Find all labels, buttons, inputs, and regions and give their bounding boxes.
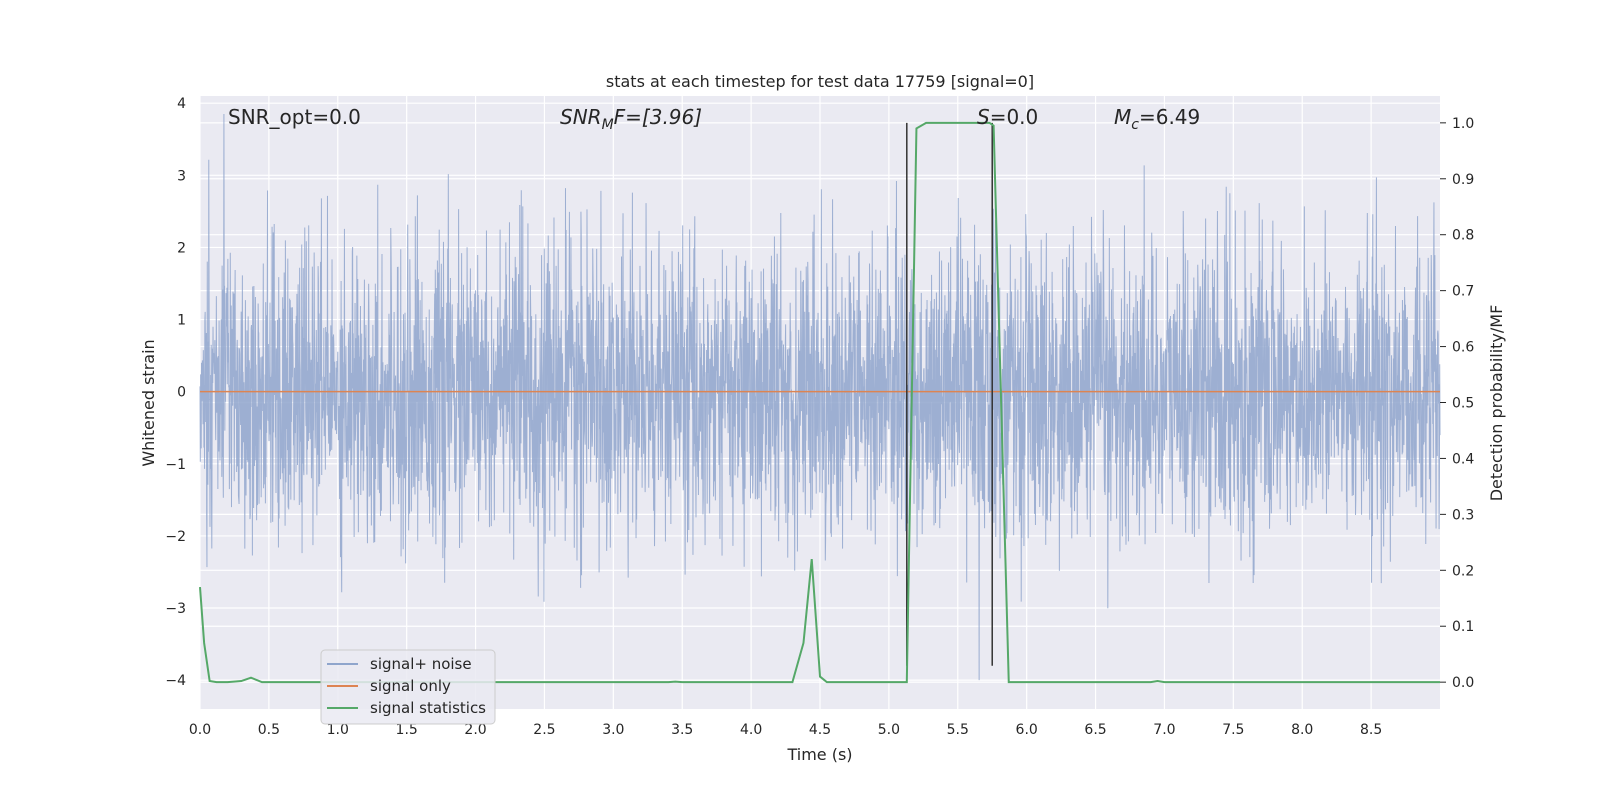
y-tick-0: 4 (177, 96, 186, 112)
chart-title: stats at each timestep for test data 177… (606, 72, 1034, 91)
legend-label-signal-only: signal only (370, 677, 451, 695)
x-tick-7: 3.5 (671, 722, 693, 738)
x-tick-1: 0.5 (258, 722, 280, 738)
y2-tick-2: 0.8 (1452, 228, 1474, 244)
y2-axis-label: Detection probability/MF (1487, 305, 1506, 502)
y-tick-6: −2 (165, 529, 186, 545)
x-tick-16: 8.0 (1291, 722, 1313, 738)
y-axis-label: Whitened strain (139, 339, 158, 466)
annotation-snr-opt: SNR_opt=0.0 (228, 105, 361, 129)
y2-tick-8: 0.2 (1452, 563, 1474, 579)
y-tick-7: −3 (165, 601, 186, 617)
x-tick-8: 4.0 (740, 722, 762, 738)
legend: signal+ noise signal only signal statist… (320, 649, 496, 725)
snr-mf-rest: F=[3.96] (614, 105, 702, 129)
x-tick-12: 6.0 (1016, 722, 1038, 738)
snr-mf-var: SNR (560, 105, 602, 129)
mc-rest: =6.49 (1139, 105, 1200, 129)
x-tick-3: 1.5 (396, 722, 418, 738)
y-tick-4: 0 (177, 385, 186, 401)
mc-sub: c (1131, 117, 1139, 133)
x-tick-2: 1.0 (327, 722, 349, 738)
signal-noise-line (199, 114, 1441, 681)
x-tick-0: 0.0 (189, 722, 211, 738)
y2-tick-4: 0.6 (1452, 340, 1474, 356)
s-rest: =0.0 (990, 105, 1039, 129)
y-tick-5: −1 (165, 457, 186, 473)
s-var: S (977, 105, 990, 129)
x-tick-17: 8.5 (1360, 722, 1382, 738)
x-axis-label: Time (s) (786, 745, 852, 764)
legend-label-signal-statistics: signal statistics (370, 699, 486, 717)
x-tick-11: 5.5 (947, 722, 969, 738)
mc-var: M (1114, 105, 1131, 129)
y2-tick-7: 0.3 (1452, 507, 1474, 523)
x-tick-6: 3.0 (602, 722, 624, 738)
x-tick-5: 2.5 (533, 722, 555, 738)
y2-tick-labels: 1.0 0.9 0.8 0.7 0.6 0.5 0.4 0.3 0.2 0.1 0.0 (1440, 116, 1474, 691)
x-tick-10: 5.0 (878, 722, 900, 738)
x-tick-9: 4.5 (809, 722, 831, 738)
vertical-markers (906, 122, 993, 666)
y-tick-3: 1 (177, 313, 186, 329)
legend-label-signal-noise: signal+ noise (370, 655, 472, 673)
x-tick-4: 2.0 (464, 722, 486, 738)
signal-noise-series (199, 114, 1441, 681)
y2-tick-0: 1.0 (1452, 116, 1474, 132)
signal-statistics-series (199, 121, 1440, 684)
x-tick-13: 6.5 (1084, 722, 1106, 738)
y-tick-1: 3 (177, 168, 186, 184)
x-tick-labels: 0.0 0.5 1.0 1.5 2.0 2.5 3.0 3.5 4.0 4.5 5.0 5.5 6.0 6… (189, 722, 1382, 738)
y2-tick-3: 0.7 (1452, 284, 1474, 300)
annotation-snr-mf: SNRMF=[3.96] (560, 105, 702, 133)
y-tick-labels: 4 3 2 1 0 −1 −2 −3 −4 (165, 96, 186, 689)
annotation-s: S=0.0 (977, 105, 1038, 129)
x-tick-14: 7.0 (1153, 722, 1175, 738)
snr-mf-sub: M (602, 117, 614, 133)
y2-tick-1: 0.9 (1452, 172, 1474, 188)
y2-tick-9: 0.1 (1452, 619, 1474, 635)
x-tick-15: 7.5 (1222, 722, 1244, 738)
y-tick-2: 2 (177, 240, 186, 256)
annotation-mc: Mc=6.49 (1114, 105, 1200, 133)
y2-tick-5: 0.5 (1452, 396, 1474, 412)
signal-statistics-line (199, 121, 1440, 684)
legend-box (320, 649, 496, 725)
y2-tick-10: 0.0 (1452, 675, 1474, 691)
y-tick-8: −4 (165, 673, 186, 689)
y2-tick-6: 0.4 (1452, 451, 1474, 467)
